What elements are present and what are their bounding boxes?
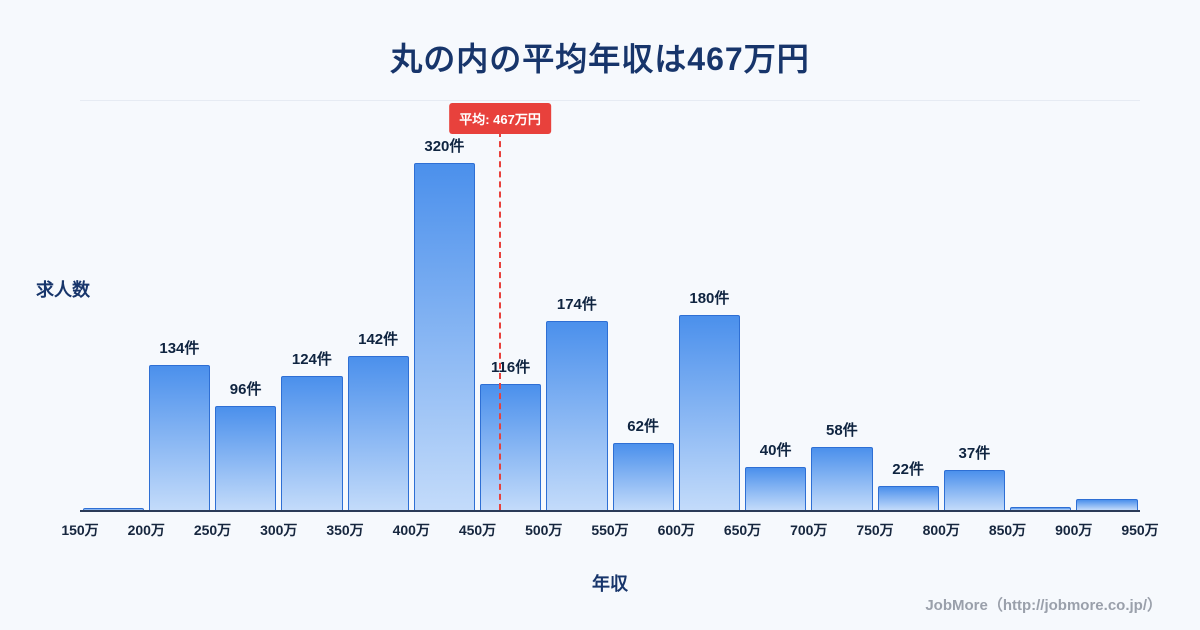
bar-value-label: 96件 xyxy=(229,381,262,398)
bar xyxy=(215,406,277,510)
bar-value-label: 174件 xyxy=(556,296,597,313)
bar xyxy=(877,486,939,510)
x-tick-label: 350万 xyxy=(326,522,364,538)
bar xyxy=(546,321,608,510)
x-tick-label: 500万 xyxy=(525,522,563,538)
average-badge: 平均: 467万円 xyxy=(449,103,551,134)
bar xyxy=(612,443,674,510)
x-axis-label: 年収 xyxy=(592,574,628,594)
bar xyxy=(1076,499,1138,510)
x-tick-label: 550万 xyxy=(591,522,629,538)
x-tick-label: 750万 xyxy=(856,522,894,538)
bar-value-label: 62件 xyxy=(627,418,659,435)
bar-value-label: 134件 xyxy=(159,340,200,357)
x-tick-label: 700万 xyxy=(790,522,828,538)
bar xyxy=(281,376,343,510)
bar-value-label: 142件 xyxy=(358,331,399,348)
bar-value-label: 40件 xyxy=(759,442,792,459)
bar-value-label: 320件 xyxy=(424,138,465,155)
bar xyxy=(148,365,210,510)
x-tick-label: 650万 xyxy=(723,522,762,538)
y-axis-label: 求人数 xyxy=(36,280,90,300)
bar xyxy=(82,508,144,510)
bar-value-label: 22件 xyxy=(892,461,924,478)
bar-value-label: 180件 xyxy=(689,290,730,307)
x-tick-label: 850万 xyxy=(988,522,1027,538)
bar xyxy=(943,470,1005,510)
bar xyxy=(811,447,873,510)
x-tick-label: 250万 xyxy=(193,522,232,538)
footer-credit: JobMore（http://jobmore.co.jp/） xyxy=(925,597,1162,614)
bar xyxy=(480,384,542,510)
x-tick-label: 200万 xyxy=(127,522,165,538)
bar-value-label: 116件 xyxy=(491,359,531,376)
plot-area: 134件 96件 124件 142件 320件 116件 174件 62件 180件 40件 58件… xyxy=(80,100,1140,512)
x-axis-ticks: 150万 200万 250万 300万 350万 400万 450万 500万 550万 600万… xyxy=(61,520,1158,540)
average-line xyxy=(499,131,502,510)
x-tick-label: 450万 xyxy=(458,522,497,538)
bar-value-label: 58件 xyxy=(826,422,858,439)
bar-value-label: 124件 xyxy=(291,351,332,368)
bar xyxy=(745,467,807,510)
page-title: 丸の内の平均年収は467万円 xyxy=(390,41,810,77)
x-tick-label: 900万 xyxy=(1055,522,1093,538)
bar xyxy=(347,356,409,510)
x-tick-label: 300万 xyxy=(260,522,298,538)
bar xyxy=(413,163,475,510)
bar xyxy=(1010,507,1072,510)
x-tick-label: 950万 xyxy=(1121,522,1159,538)
bar xyxy=(678,315,740,510)
bar-value-label: 37件 xyxy=(958,445,991,462)
x-tick-label: 600万 xyxy=(657,522,695,538)
x-tick-label: 400万 xyxy=(392,522,430,538)
x-tick-label: 800万 xyxy=(922,522,960,538)
x-tick-label: 150万 xyxy=(61,522,99,538)
